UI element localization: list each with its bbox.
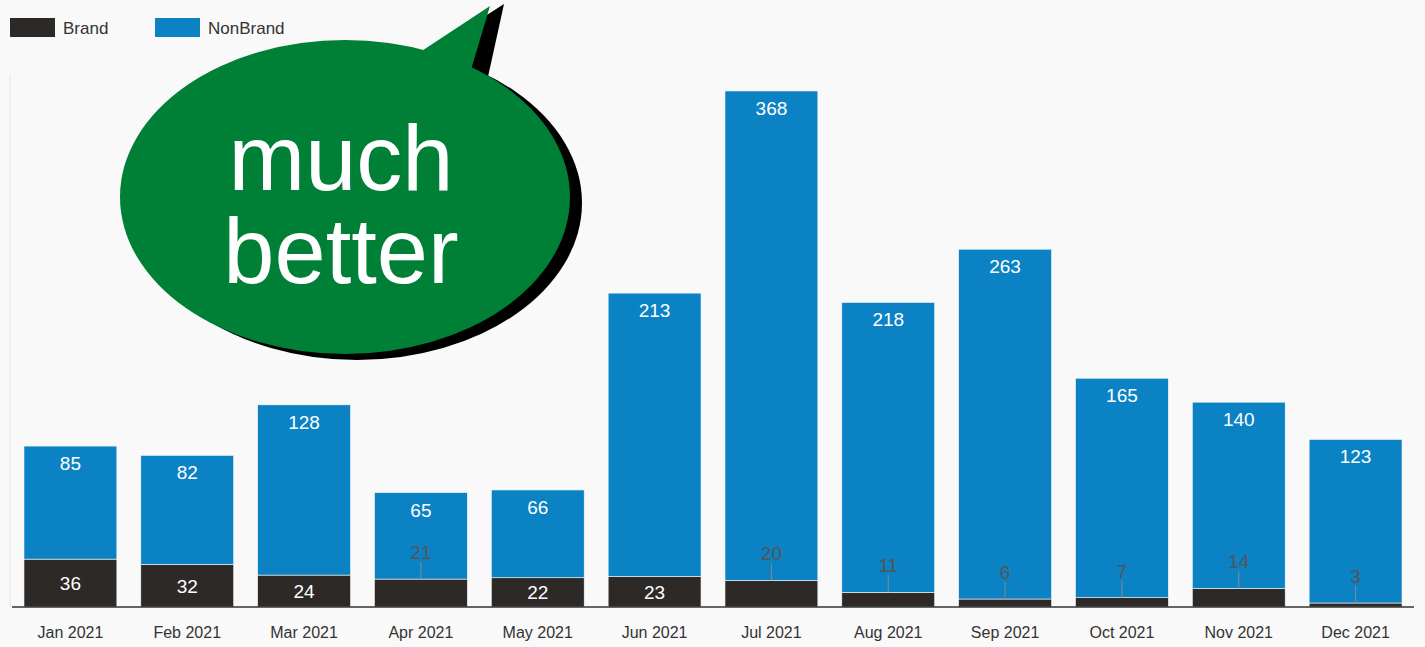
data-label: 263 [989, 256, 1021, 277]
x-tick-label: Mar 2021 [270, 624, 338, 641]
data-label: 21 [410, 542, 431, 563]
legend-swatch [10, 18, 55, 37]
bar-segment [959, 599, 1052, 607]
data-label: 82 [177, 462, 198, 483]
data-label: 32 [177, 576, 198, 597]
bar-segment [725, 91, 818, 580]
x-tick-label: Jul 2021 [741, 624, 802, 641]
bar-segment [842, 592, 935, 607]
x-axis-line [12, 606, 1414, 608]
data-label: 3 [1350, 566, 1361, 587]
x-tick-label: Jun 2021 [622, 624, 688, 641]
y-axis-line [10, 75, 11, 607]
data-label: 7 [1117, 561, 1128, 582]
bar-segment [374, 493, 467, 579]
data-label: 36 [60, 573, 81, 594]
annotation-line: better [223, 200, 458, 302]
bar-segment [374, 579, 467, 607]
data-label: 128 [288, 412, 320, 433]
bar-segment [1075, 598, 1168, 607]
bar-segment [24, 446, 117, 559]
x-tick-label: May 2021 [503, 624, 573, 641]
data-label: 6 [1000, 562, 1011, 583]
label-leader [420, 562, 421, 579]
label-leader [1238, 571, 1239, 588]
data-label: 368 [756, 98, 788, 119]
data-label: 22 [527, 582, 548, 603]
x-tick-label: Apr 2021 [388, 624, 453, 641]
data-label: 14 [1228, 551, 1250, 572]
bubble [120, 40, 570, 354]
data-label: 11 [878, 555, 898, 576]
bar-segment [258, 405, 351, 575]
annotation-text: muchbetter [223, 107, 458, 302]
bar-segment [491, 578, 584, 607]
label-leader [1005, 582, 1006, 599]
data-label: 123 [1340, 446, 1372, 467]
bar-segment [491, 490, 584, 578]
label-leader [1121, 581, 1122, 598]
bar-segment [1075, 378, 1168, 597]
bar-segment [258, 575, 351, 607]
x-tick-label: Dec 2021 [1321, 624, 1390, 641]
annotation-bubble: muchbetter [120, 4, 582, 360]
legend: Brand NonBrand [10, 18, 285, 38]
x-tick-label: Aug 2021 [854, 624, 923, 641]
data-label: 85 [60, 453, 81, 474]
bar-segment [1192, 588, 1285, 607]
data-label: 66 [527, 497, 548, 518]
bar-segment [24, 559, 117, 607]
legend-label: NonBrand [208, 19, 285, 38]
data-label: 218 [872, 309, 904, 330]
x-tick-label: Sep 2021 [971, 624, 1040, 641]
legend-swatch [155, 18, 200, 37]
data-label: 23 [644, 582, 665, 603]
label-leader [1355, 586, 1356, 603]
data-label: 24 [294, 581, 316, 602]
bar-segment [842, 302, 935, 592]
bars [24, 91, 1402, 607]
data-labels: 36 85 32 82 24 128 21 65 22 66 23 213 20 368 11 218 6 263… [60, 98, 1372, 603]
x-tick-label: Jan 2021 [37, 624, 103, 641]
bar-segment [1309, 439, 1402, 603]
label-leader [771, 563, 772, 580]
bar-segment [608, 576, 701, 607]
x-tick-label: Nov 2021 [1205, 624, 1274, 641]
bar-segment [141, 564, 234, 607]
legend-label: Brand [63, 19, 108, 38]
data-label: 20 [761, 543, 782, 564]
chart: 36 85 32 82 24 128 21 65 22 66 23 213 20 368 11 218 6 263… [0, 0, 1425, 647]
data-label: 65 [410, 500, 431, 521]
background [0, 0, 1425, 647]
data-label: 140 [1223, 409, 1255, 430]
x-tick-label: Feb 2021 [153, 624, 221, 641]
data-label: 165 [1106, 385, 1138, 406]
bar-segment [1192, 402, 1285, 588]
annotation-line: much [229, 107, 454, 209]
x-tick-label: Oct 2021 [1089, 624, 1154, 641]
label-leader [888, 575, 889, 592]
data-label: 213 [639, 300, 671, 321]
bar-segment [959, 249, 1052, 599]
bar-segment [608, 293, 701, 576]
bar-segment [141, 455, 234, 564]
bar-segment [725, 580, 818, 607]
